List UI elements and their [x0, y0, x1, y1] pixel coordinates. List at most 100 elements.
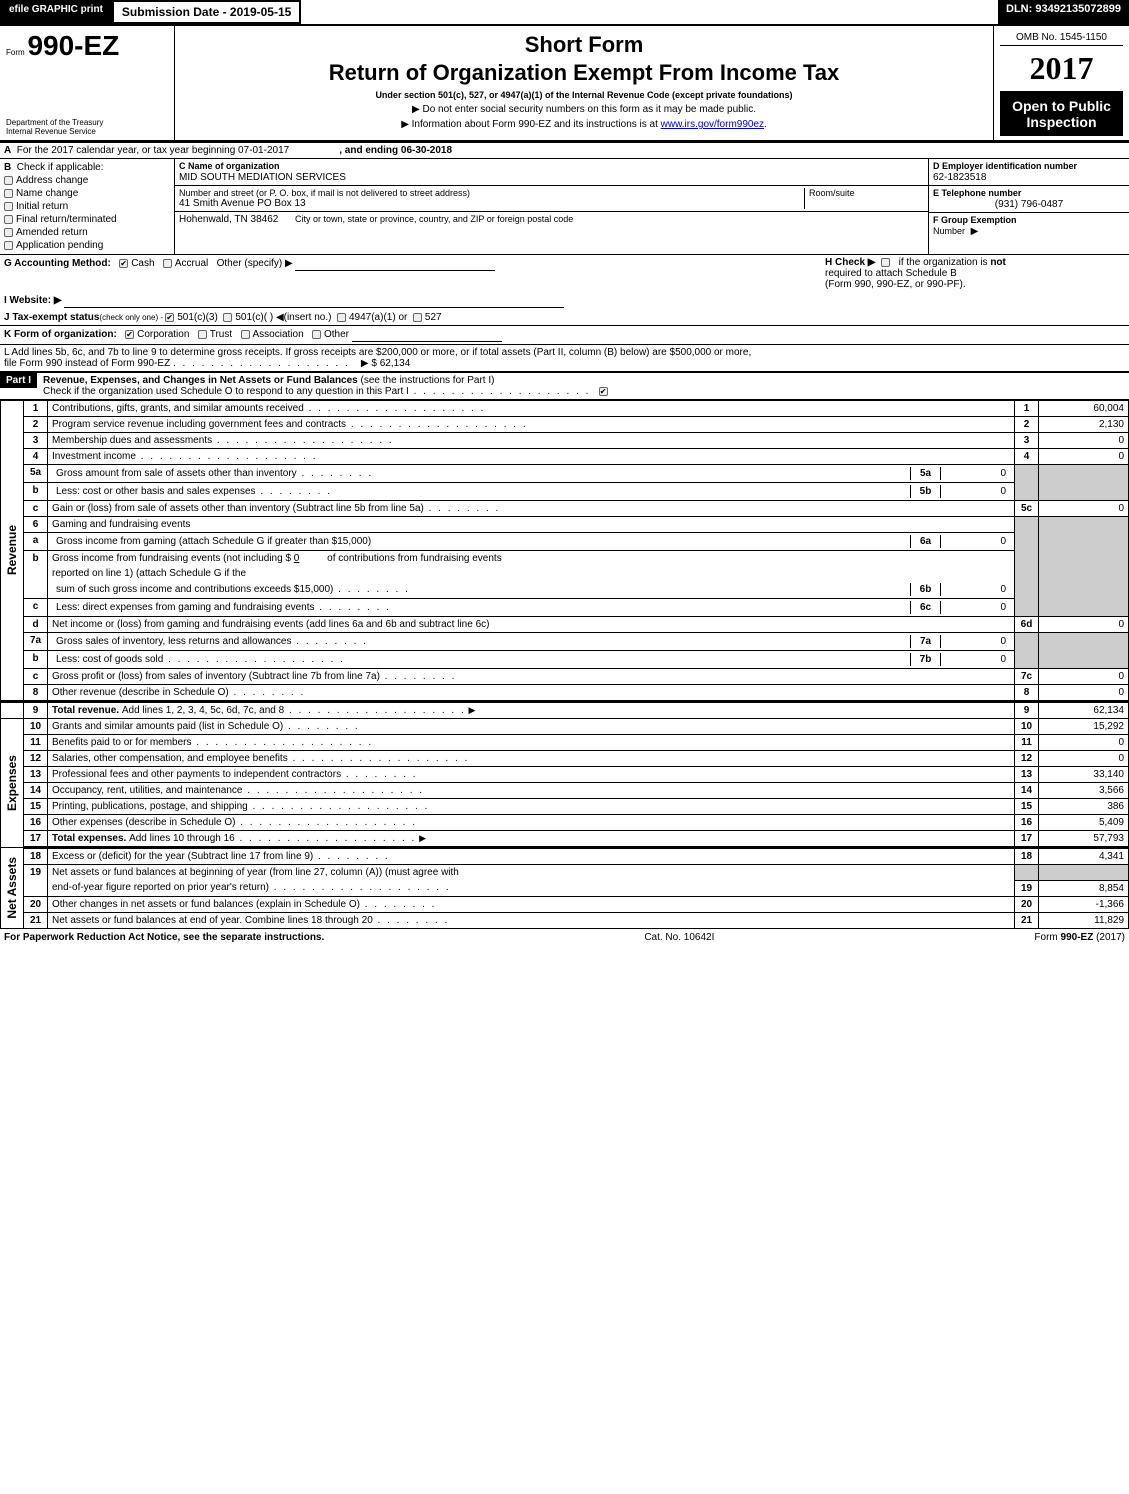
d-block: D Employer identification number 62-1823… [929, 159, 1129, 186]
other-org-input[interactable] [352, 328, 502, 342]
h-label: H Check ▶ [825, 257, 875, 268]
v-1: 60,004 [1039, 401, 1129, 417]
part1-dots [409, 386, 591, 397]
v-7a: 0 [940, 635, 1010, 648]
d-9-2: Add lines 1, 2, 3, 4, 5c, 6d, 7c, and 8 [122, 705, 284, 716]
chk-corp[interactable] [125, 330, 134, 339]
d-6d: Net income or (loss) from gaming and fun… [48, 617, 1015, 633]
form-prefix: Form [6, 48, 25, 57]
row-16: 16Other expenses (describe in Schedule O… [1, 815, 1129, 831]
c-street-block: Number and street (or P. O. box, if mail… [175, 186, 928, 212]
chk-amended-return[interactable] [4, 228, 13, 237]
main-title: Return of Organization Exempt From Incom… [181, 60, 987, 86]
form-ref: Form 990-EZ (2017) [1034, 932, 1125, 943]
e-block: E Telephone number (931) 796-0487 [929, 186, 1129, 213]
part1-badge: Part I [0, 373, 37, 388]
row-7b: b Less: cost of goods sold7b0 [1, 651, 1129, 669]
v-6c: 0 [940, 601, 1010, 614]
line-i: I Website: ▶ [0, 292, 1129, 310]
d-6b2: reported on line 1) (attach Schedule G i… [48, 566, 1015, 581]
d-6b1-2: of contributions from fundraising events [327, 553, 502, 564]
d-5a: Gross amount from sale of assets other t… [56, 468, 297, 479]
line-j: J Tax-exempt status(check only one) - 50… [0, 310, 1129, 326]
row-8: 8Other revenue (describe in Schedule O) … [1, 685, 1129, 702]
v-7c: 0 [1039, 669, 1129, 685]
website-input[interactable] [64, 294, 564, 308]
row-7c: cGross profit or (loss) from sales of in… [1, 669, 1129, 685]
room-label: Room/suite [809, 188, 924, 198]
lbl-corp: Corporation [137, 329, 189, 340]
chk-h[interactable] [881, 258, 890, 267]
tax-year: 2017 [1000, 46, 1123, 92]
row-19b: end-of-year figure reported on prior yea… [1, 880, 1129, 896]
chk-assoc[interactable] [241, 330, 250, 339]
v-20: -1,366 [1039, 896, 1129, 912]
c-name-block: C Name of organization MID SOUTH MEDIATI… [175, 159, 928, 186]
pra-notice: For Paperwork Reduction Act Notice, see … [4, 932, 324, 943]
chk-other-org[interactable] [312, 330, 321, 339]
d-13: Professional fees and other payments to … [52, 769, 341, 780]
irs-link[interactable]: www.irs.gov/form990ez [661, 119, 764, 130]
e-label: E Telephone number [933, 188, 1021, 198]
part1-title: Revenue, Expenses, and Changes in Net As… [43, 375, 361, 386]
f-arrow-icon: ▶ [971, 226, 979, 237]
v-12: 0 [1039, 751, 1129, 767]
chk-4947[interactable] [337, 313, 346, 322]
row-6b-2: reported on line 1) (attach Schedule G i… [1, 566, 1129, 581]
l-txt1: L Add lines 5b, 6c, and 7b to line 9 to … [4, 347, 751, 358]
title-block: Short Form Return of Organization Exempt… [175, 26, 994, 140]
part1-title2: (see the instructions for Part I) [361, 375, 495, 386]
street-value: 41 Smith Avenue PO Box 13 [179, 198, 804, 209]
omb-no: OMB No. 1545-1150 [1000, 30, 1123, 46]
j-label: J Tax-exempt status [4, 312, 99, 323]
v-10: 15,292 [1039, 719, 1129, 735]
chk-address-change[interactable] [4, 176, 13, 185]
chk-cash[interactable] [119, 259, 128, 268]
chk-501c3[interactable] [165, 313, 174, 322]
open-line2: Inspection [1002, 114, 1121, 130]
chk-application-pending[interactable] [4, 241, 13, 250]
g-block: G Accounting Method: Cash Accrual Other … [4, 257, 495, 290]
row-12: 12Salaries, other compensation, and empl… [1, 751, 1129, 767]
row-5a: 5a Gross amount from sale of assets othe… [1, 465, 1129, 483]
chk-accrual[interactable] [163, 259, 172, 268]
chk-schedule-o[interactable] [599, 387, 608, 396]
chk-initial-return[interactable] [4, 202, 13, 211]
g-label: G Accounting Method: [4, 258, 111, 269]
lbl-final-return: Final return/terminated [16, 214, 117, 225]
chk-501c[interactable] [223, 313, 232, 322]
d-14: Occupancy, rent, utilities, and maintena… [52, 785, 242, 796]
d-17: Total expenses. [52, 833, 129, 844]
efile-print-button[interactable]: efile GRAPHIC print [0, 0, 112, 24]
row-6a: a Gross income from gaming (attach Sched… [1, 533, 1129, 551]
dln: DLN: 93492135072899 [998, 0, 1129, 24]
chk-trust[interactable] [198, 330, 207, 339]
d-9: Total revenue. [52, 705, 122, 716]
d-6: Gaming and fundraising events [48, 517, 1015, 533]
v-2: 2,130 [1039, 417, 1129, 433]
v-17: 57,793 [1039, 831, 1129, 848]
v-6b: 0 [940, 583, 1010, 596]
f-block: F Group Exemption Number ▶ [929, 213, 1129, 239]
d-5b: Less: cost or other basis and sales expe… [56, 486, 256, 497]
d-19b: end-of-year figure reported on prior yea… [52, 882, 269, 893]
h-txt3: (Form 990, 990-EZ, or 990-PF). [825, 279, 966, 290]
chk-527[interactable] [413, 313, 422, 322]
d-6c: Less: direct expenses from gaming and fu… [56, 602, 314, 613]
v-5c: 0 [1039, 501, 1129, 517]
arrow-icon [419, 833, 426, 844]
chk-final-return[interactable] [4, 215, 13, 224]
v-18: 4,341 [1039, 848, 1129, 865]
side-net-assets: Net Assets [1, 848, 24, 929]
submission-date: Submission Date - 2019-05-15 [112, 0, 301, 24]
lbl-4947: 4947(a)(1) or [349, 312, 407, 323]
other-specify-input[interactable] [295, 257, 495, 271]
row-5b: b Less: cost or other basis and sales ex… [1, 483, 1129, 501]
d-7c: Gross profit or (loss) from sales of inv… [52, 671, 380, 682]
d-3: Membership dues and assessments [52, 435, 212, 446]
financial-table: Revenue 1 Contributions, gifts, grants, … [0, 400, 1129, 929]
chk-name-change[interactable] [4, 189, 13, 198]
h-block: H Check ▶ if the organization is not req… [825, 257, 1125, 290]
row-6d: dNet income or (loss) from gaming and fu… [1, 617, 1129, 633]
d-19a: Net assets or fund balances at beginning… [48, 865, 1015, 881]
